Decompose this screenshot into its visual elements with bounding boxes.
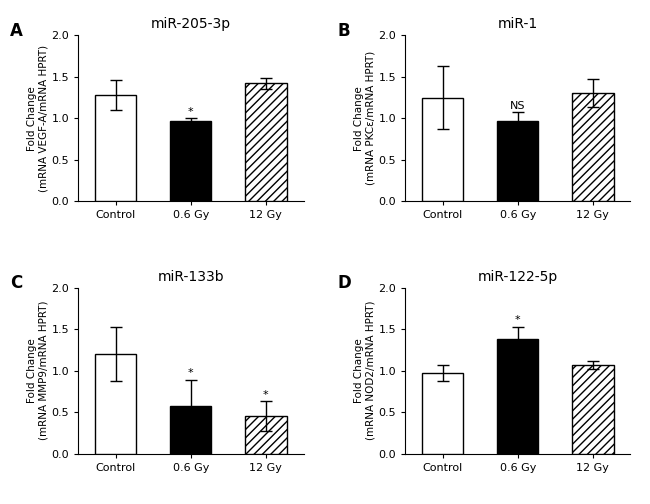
Text: D: D (337, 274, 351, 292)
Y-axis label: Fold Change
(mRNA PKCε/mRNA HPRT): Fold Change (mRNA PKCε/mRNA HPRT) (354, 51, 376, 185)
Title: miR-122-5p: miR-122-5p (478, 270, 558, 284)
Bar (170, 406, 211, 454)
Text: NS: NS (510, 101, 525, 111)
Bar (170, 121, 211, 201)
Text: B: B (337, 22, 350, 40)
Bar (95, 95, 136, 201)
Title: miR-1: miR-1 (498, 17, 538, 31)
Text: *: * (515, 315, 521, 325)
Bar (497, 339, 538, 454)
Text: C: C (10, 274, 23, 292)
Bar (245, 416, 287, 454)
Title: miR-133b: miR-133b (157, 270, 224, 284)
Bar (572, 93, 614, 201)
Bar (422, 373, 463, 454)
Bar (245, 84, 287, 201)
Text: *: * (188, 368, 194, 378)
Y-axis label: Fold Change
(mRNA NOD2/mRNA HPRT): Fold Change (mRNA NOD2/mRNA HPRT) (354, 301, 376, 440)
Bar (497, 121, 538, 201)
Bar (422, 98, 463, 201)
Bar (95, 354, 136, 454)
Text: A: A (10, 22, 23, 40)
Bar (572, 365, 614, 454)
Y-axis label: Fold Change
(mRNA MMP9/mRNA HPRT): Fold Change (mRNA MMP9/mRNA HPRT) (27, 301, 49, 440)
Text: *: * (263, 390, 268, 400)
Title: miR-205-3p: miR-205-3p (151, 17, 231, 31)
Y-axis label: Fold Change
(mRNA VEGF-A/mRNA HPRT): Fold Change (mRNA VEGF-A/mRNA HPRT) (27, 45, 49, 192)
Text: *: * (188, 107, 194, 116)
